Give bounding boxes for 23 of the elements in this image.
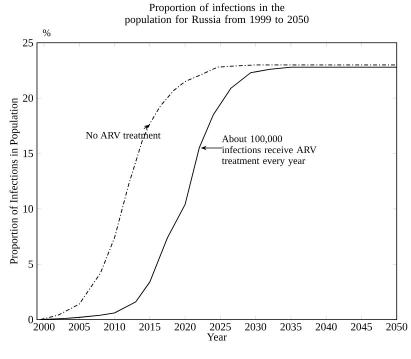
x-tick-label: 2050 xyxy=(386,323,408,331)
y-tick-label: 0 xyxy=(28,316,34,324)
x-tick-label: 2045 xyxy=(350,323,372,331)
x-tick-label: 2035 xyxy=(280,323,302,331)
y-tick-label: 20 xyxy=(22,94,34,102)
text: % xyxy=(42,30,50,36)
y-tick-label: 25 xyxy=(22,39,34,47)
x-tick-label: 2005 xyxy=(68,323,90,331)
chart-title: Proportion of infections in the population for Russia from 1999 to 2050 xyxy=(124,4,309,26)
x-tick-label: 2030 xyxy=(245,323,266,331)
y-tick-label: 15 xyxy=(23,150,34,158)
y-axis-title: Proportion of Infections in Population xyxy=(10,98,20,264)
x-tick-label: 2040 xyxy=(316,323,337,331)
x-tick-label: 2015 xyxy=(139,323,160,331)
x-axis-title: Year xyxy=(206,334,227,341)
y-tick-label: 10 xyxy=(23,205,34,213)
annotation: No ARV treatment xyxy=(86,132,161,139)
x-tick-label: 2010 xyxy=(104,323,126,331)
x-tick-label: 2020 xyxy=(174,323,196,331)
x-tick-label: 2025 xyxy=(210,323,231,331)
annotation: About 100,000 infections receive ARV treatment every year xyxy=(222,135,317,166)
x-tick-label: 2000 xyxy=(34,323,55,331)
y-tick-label: 5 xyxy=(28,260,34,268)
